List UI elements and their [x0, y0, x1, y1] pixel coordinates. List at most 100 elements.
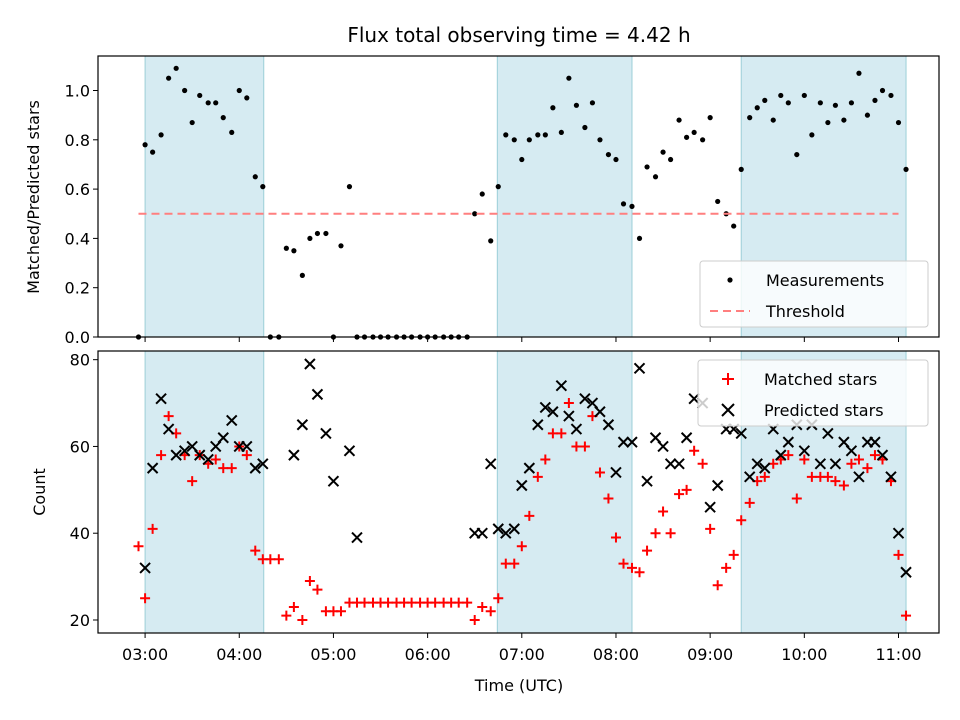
matched-stars-point — [822, 471, 833, 482]
legend-predicted-swatch — [721, 403, 735, 417]
measurement-point — [558, 129, 564, 136]
predicted-stars-point — [641, 475, 653, 487]
predicted-stars-point — [288, 449, 300, 461]
matched-stars-point — [705, 523, 716, 534]
predicted-stars-point — [869, 436, 881, 448]
measurement-point — [166, 75, 172, 81]
axes-frame — [97, 55, 940, 338]
matched-stars-point — [218, 463, 229, 474]
measurement-point — [589, 100, 596, 106]
predicted-stars-point — [249, 462, 261, 474]
legend-label: Matched stars — [764, 370, 877, 389]
x-tick-label: 11:00 — [875, 645, 921, 664]
matched-stars-point — [469, 614, 480, 625]
matched-stars-point — [187, 476, 198, 487]
legend: Matched stars Predicted stars — [697, 359, 929, 427]
matched-stars-point — [759, 471, 770, 482]
measurement-point — [848, 100, 855, 106]
measurement-point — [189, 119, 195, 126]
measurement-point — [323, 230, 329, 237]
measurement-point — [747, 115, 753, 121]
top-panel: 0.0 0.2 0.4 0.6 0.8 1.0 Measurements Threshold — [65, 55, 940, 347]
predicted-stars-point — [516, 479, 528, 492]
matched-stars-point — [901, 610, 912, 621]
matched-stars-point — [681, 484, 692, 495]
figure-title: Flux total observing time = 4.42 h — [347, 23, 690, 47]
measurement-point — [888, 92, 894, 99]
matched-stars-point — [853, 454, 864, 465]
matched-stars-point — [335, 606, 346, 617]
matched-stars-point — [383, 597, 394, 608]
y-tick-label: 0.6 — [65, 180, 90, 199]
predicted-stars-point — [162, 423, 175, 435]
predicted-stars-point — [492, 523, 504, 535]
predicted-stars-point — [241, 440, 253, 453]
predicted-stars-point — [711, 479, 724, 492]
top-y-axis-label: Matched/Predicted stars — [24, 100, 43, 294]
observing-window-span — [496, 350, 633, 634]
matched-stars-point — [556, 428, 567, 439]
measurement-point — [903, 166, 909, 172]
matched-stars-point — [634, 567, 645, 578]
predicted-stars-point — [532, 419, 544, 431]
predicted-stars-point — [311, 388, 324, 401]
predicted-stars-point — [900, 566, 912, 578]
measurement-point — [182, 87, 188, 94]
measurement-point — [879, 87, 886, 94]
measurement-point — [667, 156, 674, 163]
matched-stars-point — [241, 450, 252, 461]
matched-stars-point — [509, 558, 520, 569]
measurement-point — [809, 132, 815, 138]
y-tick-label: 40 — [70, 524, 90, 543]
measurement-point — [197, 92, 203, 99]
measurement-point — [488, 238, 494, 244]
matched-stars-point — [618, 558, 629, 569]
measurement-point — [801, 92, 807, 99]
measurement-point — [731, 223, 737, 229]
matched-stars-point — [689, 445, 700, 456]
matched-stars-point — [406, 597, 417, 608]
measurement-point — [620, 201, 627, 207]
measurement-point — [613, 156, 619, 163]
matched-stars-point — [650, 528, 661, 539]
predicted-stars-point — [892, 527, 905, 539]
matched-stars-point — [163, 411, 174, 422]
x-tick-label: 10:00 — [781, 645, 827, 664]
predicted-stars-point — [845, 445, 858, 457]
matched-stars-point — [288, 601, 299, 612]
matched-stars-point — [226, 463, 237, 474]
measurement-point — [511, 137, 517, 143]
measurement-point — [691, 129, 697, 136]
predicted-stars-point — [202, 453, 214, 466]
x-tick-label: 07:00 — [499, 645, 545, 664]
predicted-stars-point — [594, 406, 606, 418]
measurement-point — [479, 191, 485, 197]
predicted-stars-point — [657, 440, 669, 453]
measurement-point — [676, 117, 682, 123]
matched-stars-point — [862, 463, 873, 474]
predicted-stars-point — [343, 445, 356, 457]
predicted-stars-point — [633, 362, 646, 375]
legend-label: Measurements — [766, 271, 884, 290]
measurement-point — [205, 100, 211, 106]
matched-stars-point — [610, 532, 621, 543]
predicted-stars-point — [579, 393, 591, 405]
predicted-stars-point — [217, 432, 229, 444]
measurement-point — [660, 149, 666, 155]
x-axis-label: Time (UTC) — [474, 676, 563, 695]
matched-stars-point — [594, 467, 605, 478]
predicted-stars-point — [610, 466, 622, 479]
matched-stars-point — [140, 593, 151, 604]
predicted-stars-point — [759, 462, 771, 474]
measurement-point — [778, 92, 784, 99]
predicted-stars-point — [704, 501, 716, 513]
matched-stars-point — [493, 593, 504, 604]
matched-stars-point — [462, 597, 473, 608]
predicted-stars-point — [139, 562, 151, 574]
matched-stars-point — [579, 441, 590, 452]
matched-stars-point — [430, 597, 441, 608]
matched-stars-point — [658, 506, 669, 517]
measurement-point — [754, 105, 760, 111]
matched-stars-point — [453, 597, 464, 608]
predicted-stars-point — [743, 471, 756, 483]
